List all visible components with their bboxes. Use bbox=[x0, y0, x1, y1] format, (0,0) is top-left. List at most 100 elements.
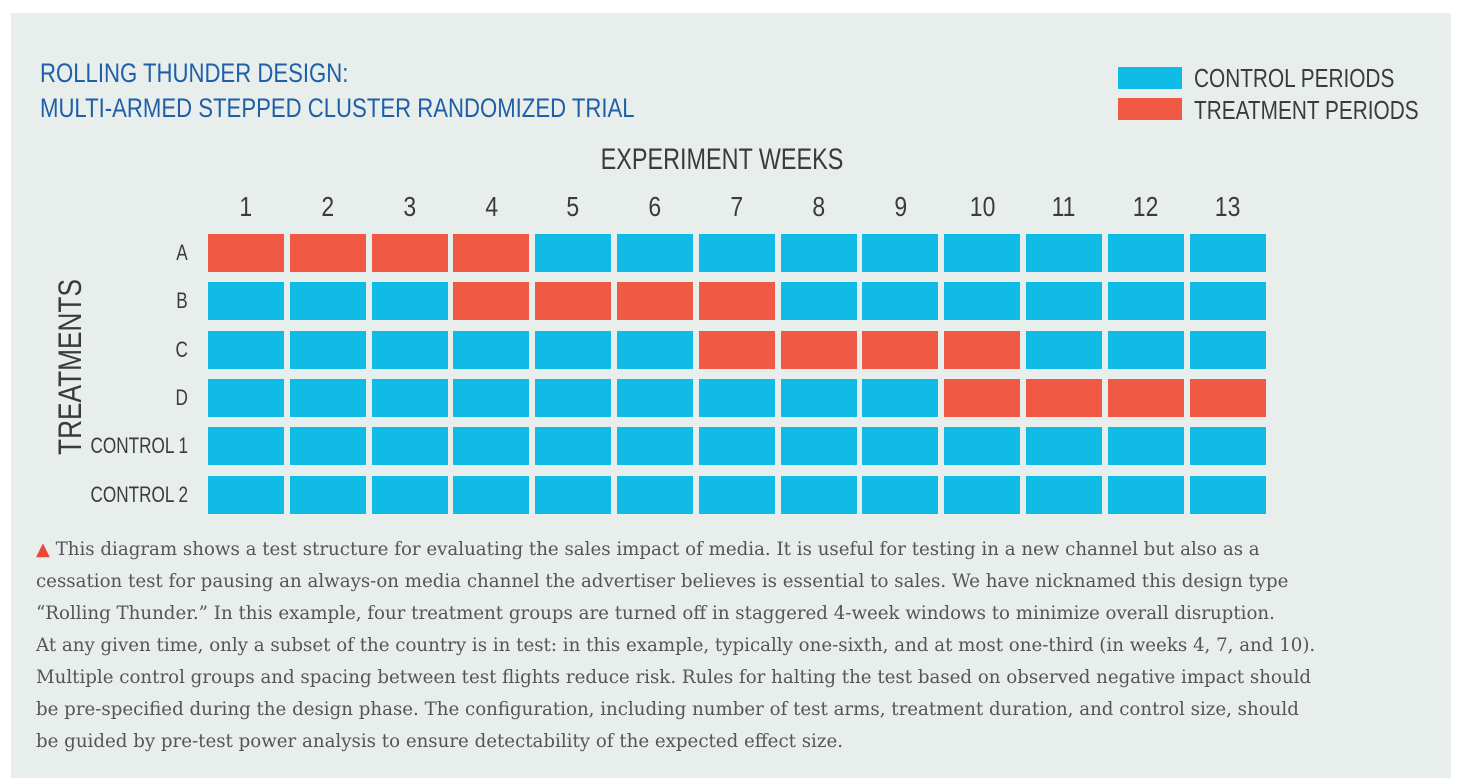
week-label-12: 12 bbox=[1133, 191, 1159, 222]
control-cell-b-week-3 bbox=[371, 282, 448, 321]
caption-line-3: “Rolling Thunder.” In this example, four… bbox=[36, 603, 1275, 624]
treatment-cell-c-week-10 bbox=[944, 330, 1021, 369]
control-cell-control-1-week-7 bbox=[698, 427, 775, 466]
control-cell-c-week-4 bbox=[453, 330, 530, 369]
week-label-6: 6 bbox=[648, 191, 662, 222]
control-cell-control-2-week-8 bbox=[780, 475, 857, 514]
week-label-3: 3 bbox=[403, 191, 416, 222]
control-cell-b-week-12 bbox=[1107, 282, 1184, 321]
control-cell-control-2-week-9 bbox=[862, 475, 939, 514]
control-cell-d-week-8 bbox=[780, 378, 857, 417]
control-cell-control-2-week-13 bbox=[1189, 475, 1266, 514]
caption-line-2: cessation test for pausing an always-on … bbox=[36, 571, 1289, 592]
control-cell-a-week-9 bbox=[862, 234, 939, 272]
control-cell-c-week-2 bbox=[289, 330, 366, 369]
treatment-cell-c-week-8 bbox=[780, 330, 857, 369]
legend-treatment-label: TREATMENT PERIODS bbox=[1194, 95, 1419, 125]
caption-line-6: be pre-specified during the design phase… bbox=[36, 699, 1299, 720]
week-label-4: 4 bbox=[484, 191, 498, 222]
control-cell-control-2-week-5 bbox=[535, 475, 612, 514]
control-cell-control-1-week-9 bbox=[862, 427, 939, 466]
treatment-cell-c-week-7 bbox=[698, 330, 775, 369]
week-label-8: 8 bbox=[812, 191, 825, 222]
control-cell-c-week-13 bbox=[1189, 330, 1266, 369]
caption: ▲ This diagram shows a test structure fo… bbox=[36, 534, 1431, 758]
control-cell-a-week-7 bbox=[698, 234, 775, 272]
control-cell-control-2-week-6 bbox=[617, 475, 693, 514]
caption-line-4: At any given time, only a subset of the … bbox=[36, 635, 1316, 656]
control-cell-c-week-12 bbox=[1107, 330, 1184, 369]
week-label-1: 1 bbox=[239, 191, 253, 222]
week-label-9: 9 bbox=[893, 191, 907, 222]
control-cell-control-1-week-4 bbox=[453, 427, 530, 466]
control-cell-d-week-7 bbox=[698, 378, 775, 417]
treatment-cell-a-week-1 bbox=[208, 234, 284, 272]
group-label-d: D bbox=[175, 384, 188, 410]
control-cell-b-week-1 bbox=[208, 282, 284, 321]
treatment-cell-a-week-2 bbox=[289, 234, 366, 272]
control-cell-c-week-3 bbox=[371, 330, 448, 369]
caption-line-1: ▲ This diagram shows a test structure fo… bbox=[36, 534, 1431, 566]
control-cell-control-1-week-5 bbox=[535, 427, 612, 466]
group-label-c: C bbox=[175, 336, 188, 362]
control-cell-d-week-6 bbox=[617, 378, 693, 417]
group-label-control-2: CONTROL 2 bbox=[90, 481, 188, 507]
control-cell-d-week-4 bbox=[453, 378, 530, 417]
caption-line-1-text: This diagram shows a test structure for … bbox=[55, 539, 1260, 560]
week-label-2: 2 bbox=[321, 191, 335, 222]
control-cell-control-2-week-1 bbox=[208, 475, 284, 514]
treatment-cell-d-week-12 bbox=[1107, 378, 1184, 417]
control-cell-b-week-11 bbox=[1026, 282, 1102, 321]
control-cell-control-1-week-11 bbox=[1026, 427, 1102, 466]
treatment-cell-b-week-7 bbox=[698, 282, 775, 321]
control-cell-a-week-11 bbox=[1026, 234, 1102, 272]
control-cell-control-1-week-3 bbox=[371, 427, 448, 466]
control-cell-a-week-6 bbox=[617, 234, 693, 272]
control-cell-control-2-week-10 bbox=[944, 475, 1021, 514]
treatment-cell-a-week-3 bbox=[371, 234, 448, 272]
diagram-title: ROLLING THUNDER DESIGN: MULTI-ARMED STEP… bbox=[40, 56, 635, 126]
control-cell-d-week-9 bbox=[862, 378, 939, 417]
control-cell-control-2-week-3 bbox=[371, 475, 448, 514]
treatment-cell-b-week-6 bbox=[617, 282, 693, 321]
control-cell-c-week-6 bbox=[617, 330, 693, 369]
control-cell-d-week-3 bbox=[371, 378, 448, 417]
control-cell-control-1-week-2 bbox=[289, 427, 366, 466]
treatment-cell-a-week-4 bbox=[453, 234, 530, 272]
legend-treatment-swatch bbox=[1118, 98, 1182, 120]
week-label-11: 11 bbox=[1052, 191, 1076, 222]
control-cell-d-week-5 bbox=[535, 378, 612, 417]
group-label-control-1: CONTROL 1 bbox=[90, 433, 188, 459]
control-cell-b-week-2 bbox=[289, 282, 366, 321]
control-cell-b-week-8 bbox=[780, 282, 857, 321]
control-cell-a-week-12 bbox=[1107, 234, 1184, 272]
control-cell-control-2-week-4 bbox=[453, 475, 530, 514]
control-cell-control-1-week-6 bbox=[617, 427, 693, 466]
legend-control-label: CONTROL PERIODS bbox=[1194, 63, 1395, 93]
caption-line-7: be guided by pre-test power analysis to … bbox=[36, 731, 843, 752]
control-cell-control-2-week-2 bbox=[289, 475, 366, 514]
control-cell-control-2-week-12 bbox=[1107, 475, 1184, 514]
treatment-cell-c-week-9 bbox=[862, 330, 939, 369]
control-cell-control-1-week-12 bbox=[1107, 427, 1184, 466]
control-cell-a-week-5 bbox=[535, 234, 612, 272]
control-cell-c-week-11 bbox=[1026, 330, 1102, 369]
control-cell-a-week-10 bbox=[944, 234, 1021, 272]
control-cell-b-week-10 bbox=[944, 282, 1021, 321]
control-cell-b-week-9 bbox=[862, 282, 939, 321]
treatment-cell-b-week-4 bbox=[453, 282, 530, 321]
control-cell-a-week-13 bbox=[1189, 234, 1266, 272]
control-cell-d-week-1 bbox=[208, 378, 284, 417]
control-cell-control-1-week-1 bbox=[208, 427, 284, 466]
week-label-5: 5 bbox=[566, 191, 580, 222]
treatment-cell-d-week-10 bbox=[944, 378, 1021, 417]
control-cell-d-week-2 bbox=[289, 378, 366, 417]
y-axis-title: TREATMENTS bbox=[52, 279, 88, 455]
control-cell-a-week-8 bbox=[780, 234, 857, 272]
x-axis-title: EXPERIMENT WEEKS bbox=[600, 143, 844, 176]
title-line-2: MULTI-ARMED STEPPED CLUSTER RANDOMIZED T… bbox=[40, 93, 635, 123]
treatment-cell-d-week-13 bbox=[1189, 378, 1266, 417]
control-cell-control-1-week-8 bbox=[780, 427, 857, 466]
control-cell-control-2-week-11 bbox=[1026, 475, 1102, 514]
control-cell-control-1-week-10 bbox=[944, 427, 1021, 466]
